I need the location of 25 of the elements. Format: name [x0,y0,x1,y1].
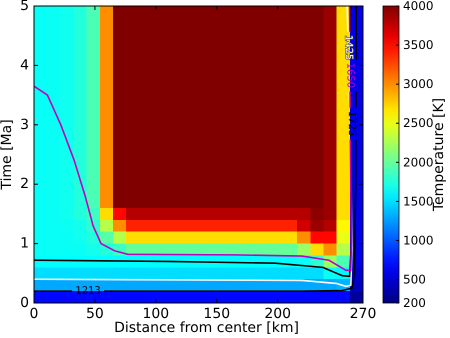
x-tick-label: 200 [264,306,292,322]
y-axis-title: Time [Ma] [0,119,15,191]
x-tick-label: 50 [86,306,104,322]
color-bar-label: 3000 [403,77,434,92]
y-tick-label: 0 [20,295,29,311]
color-bar-label: 2000 [403,155,434,170]
x-tick-label: 100 [142,306,170,322]
y-tick-label: 4 [20,57,30,74]
legend-label: 1725 [346,110,357,136]
y-tick-label: 1 [20,236,29,252]
color-bar-label: 200 [403,296,426,310]
y-tick-label: 2 [20,176,29,192]
y-tick-label: 5 [20,0,29,14]
x-tick-label: 150 [203,306,230,322]
text: 1425 [342,34,354,61]
color-bar-label: 3500 [403,38,434,52]
x-axis-title: Distance from center [km] [114,320,299,336]
color-bar-label: 1500 [403,194,434,208]
color-bar-label: 2500 [403,116,434,130]
color-bar-label: 1000 [403,233,434,248]
text: 1650 [344,62,356,88]
color-bar-label: 4000 [403,0,434,13]
x-tick-label: 270 [350,306,376,322]
y-tick-label: 3 [20,116,29,133]
color-bar-label: 500 [403,272,426,287]
